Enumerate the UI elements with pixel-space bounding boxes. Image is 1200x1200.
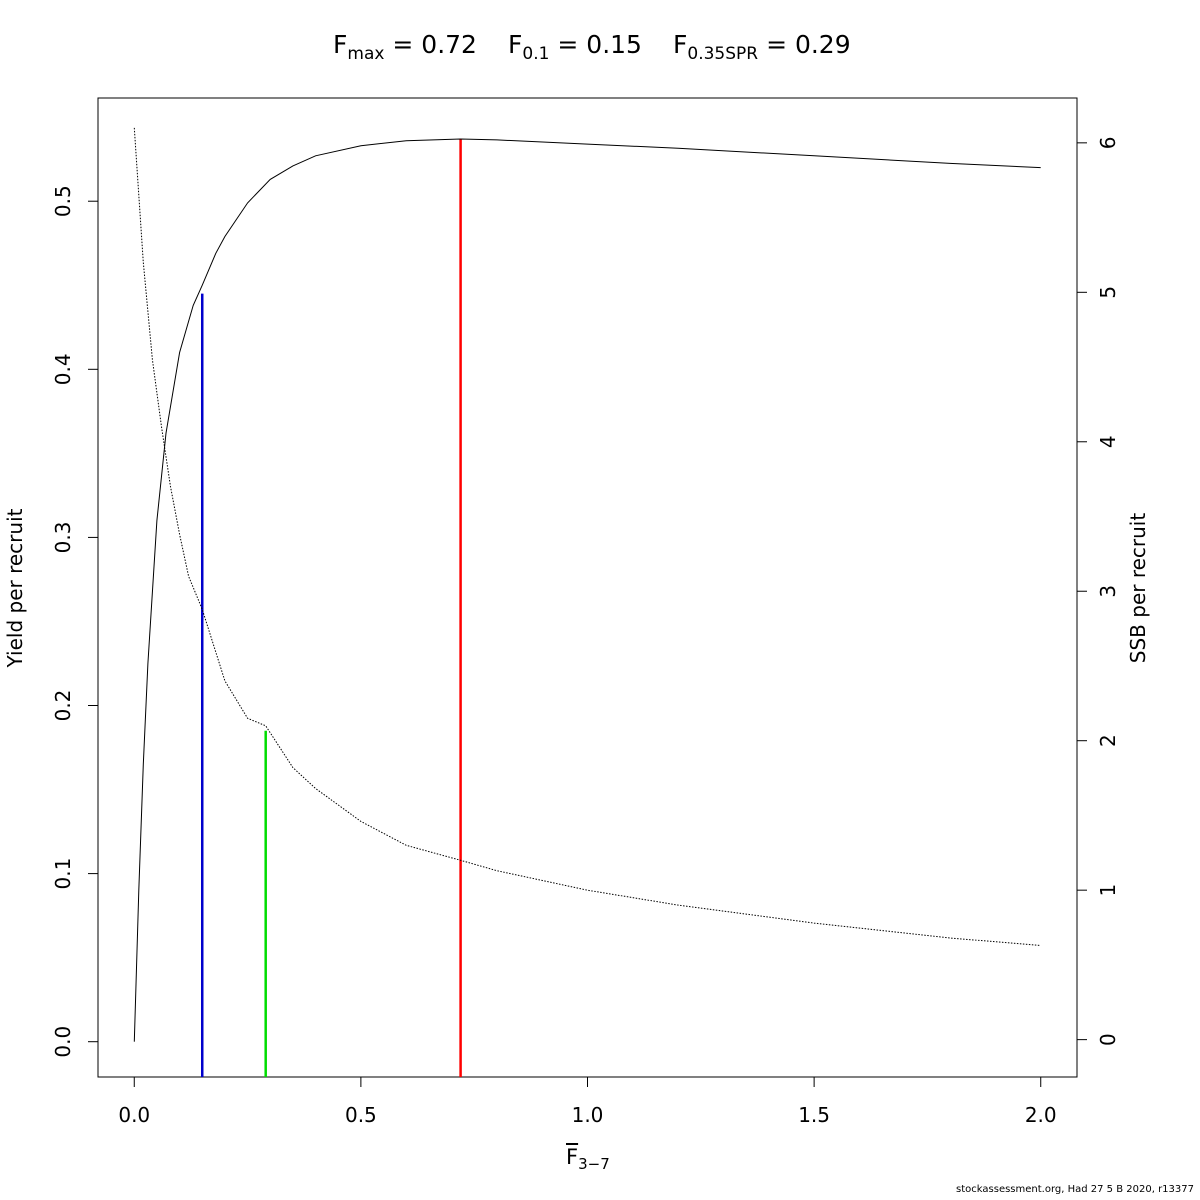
- x-tick-label: 2.0: [1025, 1103, 1057, 1127]
- y-tick-label: 0.3: [51, 522, 75, 554]
- y-tick-label: 0.0: [51, 1026, 75, 1058]
- series-sspr: [133, 127, 1041, 946]
- x-tick-label: 0.0: [118, 1103, 150, 1127]
- y2-axis: 0 1 2 3 4 5 6: [1077, 136, 1120, 1046]
- y-tick-label: 0.4: [51, 353, 75, 385]
- y-axis: 0.0 0.1 0.2 0.3 0.4 0.5: [51, 185, 98, 1058]
- footer-credit: stockassessment.org, Had 27 5 B 2020, r1…: [956, 1184, 1194, 1195]
- y2-axis-label: SSB per recruit: [1126, 513, 1150, 664]
- x-tick-label: 1.5: [798, 1103, 830, 1127]
- title-fspr: F0.35SPR = 0.29: [673, 30, 851, 64]
- y2-tick-label: 3: [1096, 585, 1120, 598]
- y2-tick-label: 0: [1096, 1033, 1120, 1046]
- x-tick-label: 1.0: [572, 1103, 604, 1127]
- y-tick-label: 0.2: [51, 690, 75, 722]
- y2-tick-label: 6: [1096, 136, 1120, 149]
- y2-tick-label: 4: [1096, 435, 1120, 448]
- x-axis-label: F3−7: [566, 1145, 610, 1173]
- plot-frame: [97, 97, 1078, 1078]
- x-axis: 0.0 0.5 1.0 1.5 2.0: [118, 1077, 1057, 1127]
- y2-tick-label: 1: [1096, 884, 1120, 897]
- title-fmax: Fmax = 0.72: [333, 30, 477, 64]
- y2-tick-label: 5: [1096, 286, 1120, 299]
- y-axis-label: Yield per recruit: [3, 508, 27, 668]
- reference-lines: [200, 139, 462, 1077]
- y-tick-label: 0.1: [51, 858, 75, 890]
- series-ypr: [133, 138, 1041, 1042]
- series-lines: [133, 127, 1041, 1042]
- y-tick-label: 0.5: [51, 185, 75, 217]
- title-f01: F0.1 = 0.15: [508, 30, 642, 64]
- y2-tick-label: 2: [1096, 734, 1120, 747]
- x-tick-label: 0.5: [345, 1103, 377, 1127]
